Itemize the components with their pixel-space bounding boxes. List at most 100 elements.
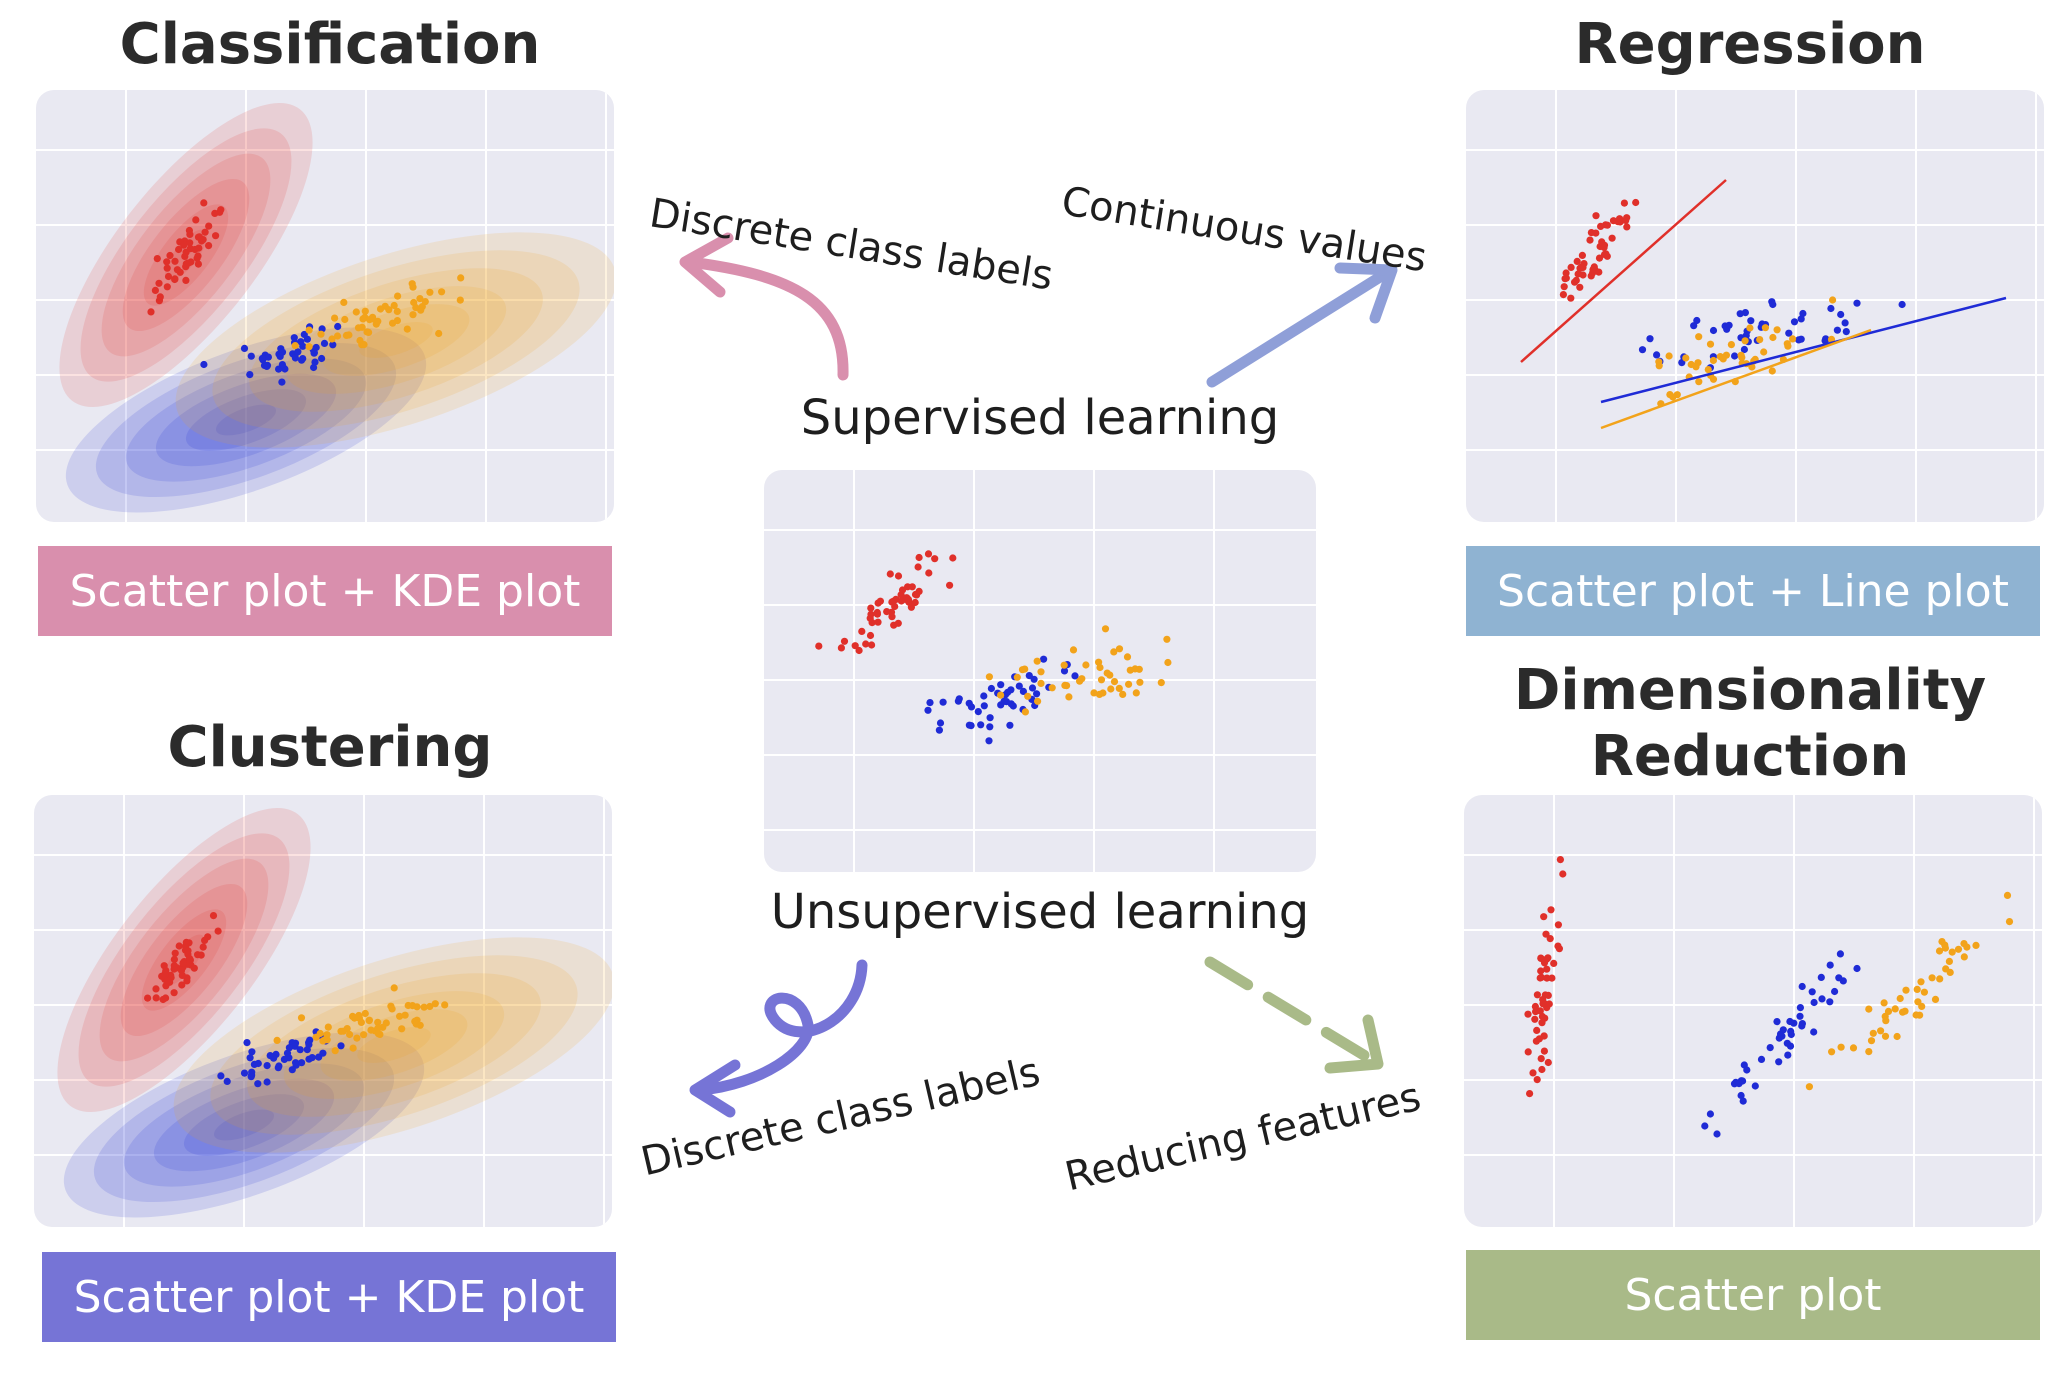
orange-point	[331, 314, 339, 322]
orange-point	[361, 1009, 369, 1018]
orange-point	[346, 1030, 354, 1039]
orange-point	[398, 1025, 406, 1033]
orange-point	[1893, 1032, 1901, 1041]
orange-point	[1920, 988, 1928, 996]
orange-point	[1912, 1011, 1920, 1019]
orange-point	[357, 1018, 365, 1026]
blue-point	[1060, 667, 1069, 675]
red-point	[1592, 229, 1600, 237]
blue-point	[1028, 684, 1037, 692]
red-point	[894, 572, 903, 580]
red-point	[180, 241, 188, 249]
red-point	[156, 293, 164, 301]
red-point	[862, 640, 870, 648]
red-point	[858, 627, 866, 635]
orange-point	[365, 1016, 373, 1024]
orange-point	[1963, 943, 1971, 951]
blue-point	[1853, 299, 1861, 307]
blue-point	[1071, 672, 1079, 680]
classification-title: Classification	[119, 12, 541, 77]
blue-point	[1785, 329, 1793, 337]
orange-point	[1954, 945, 1963, 953]
red-point	[1556, 856, 1564, 864]
blue-point	[254, 1080, 262, 1088]
blue-point	[1898, 300, 1906, 309]
red-point	[171, 257, 179, 265]
blue-point	[217, 1072, 225, 1080]
clustering-plot	[34, 795, 612, 1227]
red-point	[1603, 221, 1611, 229]
orange-point	[359, 315, 367, 323]
red-point	[186, 230, 194, 238]
orange-point	[1135, 665, 1143, 673]
orange-point	[438, 288, 446, 296]
blue-point	[1769, 300, 1777, 309]
blue-point	[1030, 675, 1038, 683]
red-point	[184, 947, 192, 955]
red-point	[171, 949, 179, 957]
blue-point	[1798, 1022, 1806, 1030]
clustering-arrow	[689, 959, 868, 1118]
blue-point	[1826, 998, 1834, 1006]
red-point	[1559, 291, 1567, 299]
red-point	[914, 563, 922, 571]
red-point	[186, 245, 194, 253]
orange-point	[1928, 974, 1936, 982]
orange-point	[324, 1023, 332, 1031]
orange-point	[363, 328, 371, 336]
blue-point	[1739, 1077, 1747, 1085]
red-point	[908, 583, 916, 591]
dimensionality-plot	[1464, 795, 2042, 1227]
orange-point	[297, 1014, 306, 1022]
red-point	[1560, 283, 1568, 291]
blue-point	[1787, 1027, 1795, 1035]
blue-point	[277, 345, 285, 353]
blue-point	[926, 699, 934, 707]
blue-point	[247, 352, 255, 360]
orange-point	[273, 1036, 281, 1044]
orange-point	[1078, 675, 1086, 683]
blue-point	[1798, 982, 1806, 991]
blue-point	[240, 344, 249, 352]
red-point	[1598, 238, 1606, 246]
orange-point	[390, 984, 398, 992]
blue-point	[285, 1044, 293, 1052]
blue-point	[320, 339, 329, 347]
red-point	[152, 994, 160, 1002]
orange-point	[339, 1027, 347, 1035]
orange-point	[1773, 326, 1781, 334]
red-point	[1543, 955, 1551, 963]
red-point	[949, 554, 957, 562]
red-point	[144, 994, 152, 1002]
orange-point	[1125, 680, 1133, 688]
blue-point	[299, 342, 307, 350]
orange-point	[340, 298, 348, 306]
orange-point	[1082, 661, 1090, 669]
dimensionality-arrow	[1204, 956, 1384, 1074]
red-point	[170, 962, 178, 970]
red-point	[1622, 216, 1630, 224]
orange-point	[385, 306, 393, 314]
orange-point	[985, 673, 993, 681]
red-point	[915, 553, 923, 562]
blue-point	[965, 721, 973, 729]
orange-point	[420, 1003, 428, 1011]
blue-point	[248, 1048, 256, 1056]
blue-point	[311, 358, 319, 366]
blue-point	[243, 1039, 251, 1047]
orange-point	[431, 1000, 439, 1008]
red-point	[1537, 967, 1545, 975]
red-point	[1580, 260, 1588, 268]
red-point	[868, 641, 876, 649]
blue-point	[1831, 987, 1839, 996]
orange-point	[1789, 335, 1797, 343]
red-point	[1559, 870, 1567, 878]
red-point	[898, 586, 907, 594]
orange-point	[374, 1018, 382, 1026]
orange-point	[374, 1024, 382, 1032]
blue-point	[1015, 682, 1023, 690]
blue-point	[1009, 702, 1017, 710]
blue-point	[1842, 328, 1850, 336]
orange-point	[321, 1036, 329, 1044]
orange-point	[1867, 1037, 1876, 1045]
